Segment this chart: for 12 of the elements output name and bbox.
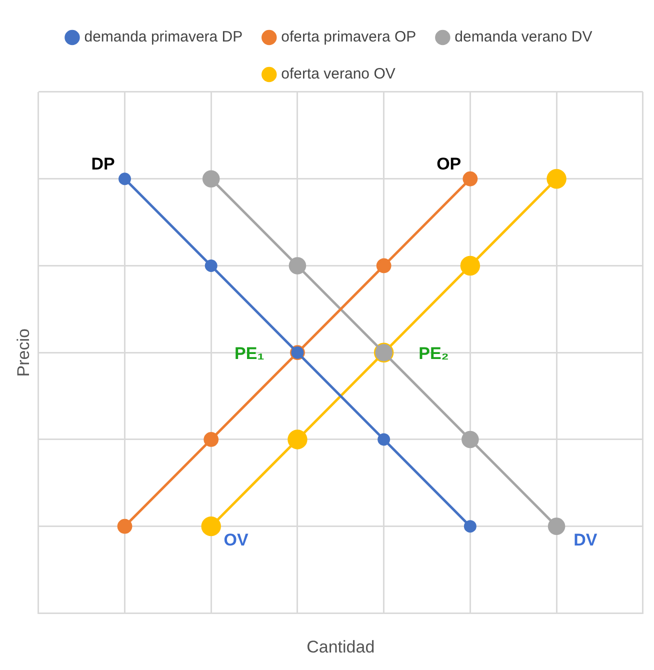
annotation: DV bbox=[574, 530, 598, 550]
annotation: PE₂ bbox=[418, 344, 449, 363]
legend-label: oferta verano OV bbox=[281, 66, 396, 83]
x-axis-title: Cantidad bbox=[306, 637, 375, 656]
legend-label: oferta primavera OP bbox=[281, 28, 416, 46]
legend-label: demanda primavera DP bbox=[84, 28, 243, 46]
y-axis-title: Precio bbox=[14, 328, 33, 377]
text: DP bbox=[91, 154, 115, 174]
annotation: OV bbox=[224, 530, 250, 550]
text: OP bbox=[436, 154, 462, 174]
annotation: PE₁ bbox=[234, 344, 264, 363]
legend-label: demanda verano DV bbox=[454, 28, 592, 46]
